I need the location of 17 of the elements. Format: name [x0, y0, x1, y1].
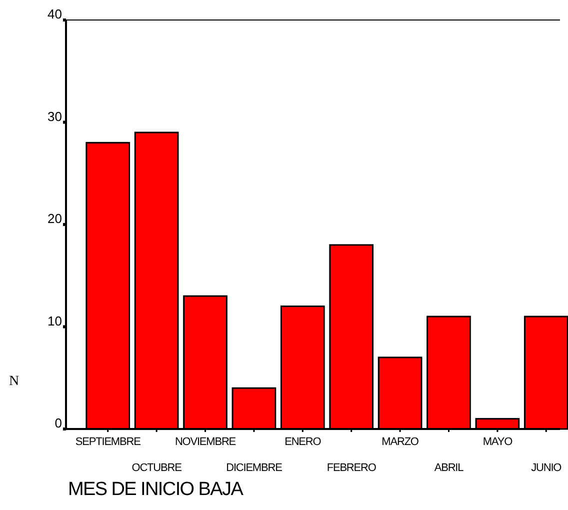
- y-tick-label: 0: [54, 416, 62, 431]
- x-axis-title: MES DE INICIO BAJA: [68, 479, 244, 500]
- y-tick-label: 40: [48, 6, 62, 22]
- x-tick-label: JUNIO: [531, 462, 562, 474]
- y-tick-label: 30: [48, 108, 62, 124]
- x-tick-label: MAYO: [482, 436, 514, 448]
- x-tick-label: MARZO: [382, 436, 420, 448]
- y-tick-label: 10: [48, 313, 62, 328]
- y-tick-label: 20: [48, 211, 62, 226]
- x-tick-label: OCTUBRE: [132, 462, 182, 474]
- y-axis-title: N: [8, 374, 20, 389]
- x-tick-label: ABRIL: [434, 462, 464, 474]
- x-tick-label: ENERO: [284, 436, 322, 448]
- x-tick-label: NOVIEMBRE: [174, 436, 236, 448]
- x-tick-label: SEPTIEMBRE: [75, 436, 141, 448]
- x-tick-label: FEBRERO: [326, 462, 377, 474]
- x-tick-label: DICIEMBRE: [226, 462, 282, 474]
